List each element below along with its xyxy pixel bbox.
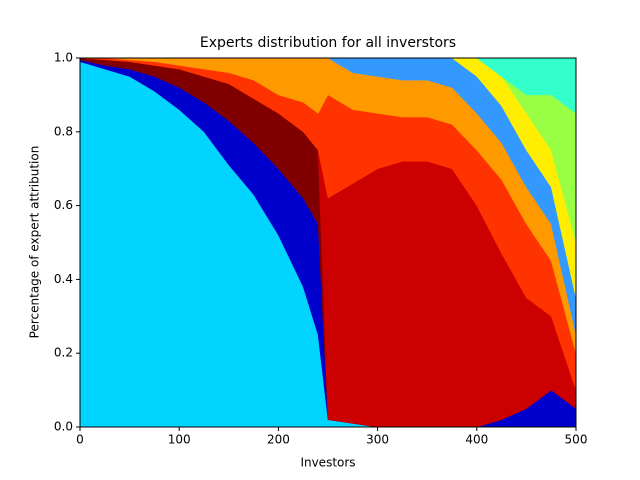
chart-title: Experts distribution for all inverstors [200, 35, 456, 51]
x-tick-label: 100 [168, 433, 191, 447]
x-axis-label: Investors [300, 456, 355, 470]
y-tick-label: 1.0 [54, 51, 73, 65]
y-axis-label: Percentage of expert attribution [28, 146, 42, 339]
plot-frame [79, 57, 577, 428]
x-tick-label: 200 [267, 433, 290, 447]
y-tick-label: 0.0 [54, 420, 73, 434]
x-tick-label: 300 [366, 433, 389, 447]
y-tick-label: 0.4 [54, 272, 73, 286]
x-tick-label: 0 [76, 433, 84, 447]
x-tick-label: 500 [565, 433, 588, 447]
x-tick-label: 400 [465, 433, 488, 447]
y-tick-label: 0.8 [54, 124, 73, 138]
y-tick-label: 0.6 [54, 198, 73, 212]
y-tick-label: 0.2 [54, 346, 73, 360]
